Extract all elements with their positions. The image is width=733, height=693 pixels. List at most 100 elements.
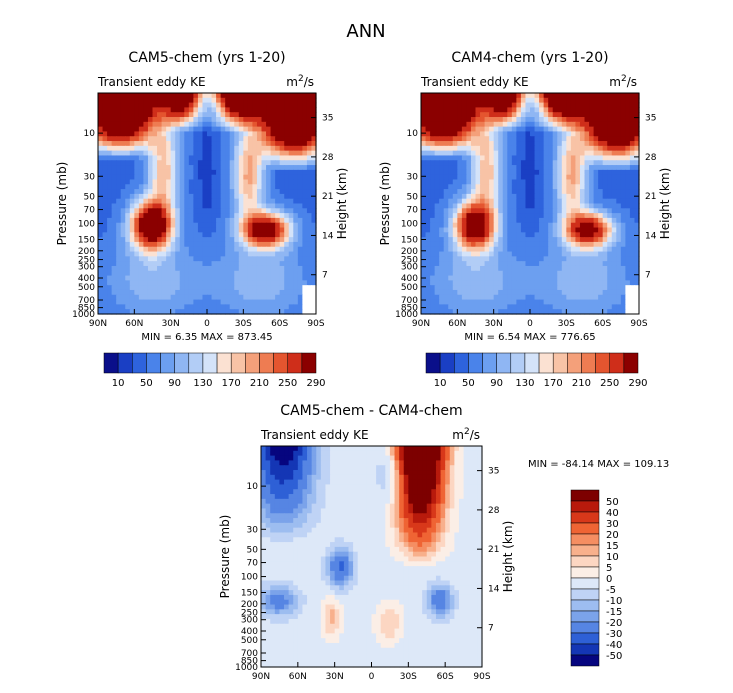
heatmap-cell [166, 121, 172, 128]
heatmap-cell [306, 179, 313, 185]
heatmap-cell [125, 304, 131, 310]
heatmap-cell [448, 169, 454, 176]
heatmap-cell [557, 237, 563, 243]
heatmap-cell [616, 299, 622, 305]
heatmap-cell [530, 251, 536, 257]
heatmap-cell [552, 150, 558, 157]
heatmap-cell [170, 203, 176, 209]
heatmap-cell [422, 460, 428, 466]
heatmap-cell [611, 165, 617, 171]
heatmap-cell [380, 470, 386, 476]
heatmap-cell [220, 189, 226, 195]
heatmap-cell [270, 470, 276, 476]
y-tick-label: 100 [401, 220, 418, 230]
heatmap-cell [598, 203, 604, 209]
heatmap-cell [425, 241, 431, 248]
heatmap-cell [389, 484, 396, 490]
heatmap-cell [265, 455, 271, 462]
heatmap-cell [480, 107, 486, 113]
heatmap-cell [602, 265, 608, 272]
heatmap-cell [284, 474, 290, 481]
heatmap-cell [138, 237, 145, 243]
heatmap-cell [421, 165, 427, 171]
heatmap-cell [362, 474, 368, 481]
heatmap-cell [220, 102, 226, 109]
heatmap-cell [207, 179, 213, 185]
heatmap-cell [302, 117, 308, 123]
heatmap-cell [461, 112, 468, 118]
heatmap-cell [466, 155, 472, 161]
heatmap-cell [293, 93, 299, 99]
heatmap-cell [188, 160, 194, 166]
heatmap-cell [193, 141, 199, 147]
heatmap-cell [275, 213, 281, 219]
heatmap-cell [107, 193, 113, 200]
heatmap-cell [274, 455, 281, 462]
heatmap-cell [161, 232, 167, 238]
heatmap-cell [566, 299, 572, 305]
heatmap-cell [543, 309, 549, 315]
heatmap-cell [557, 126, 563, 133]
heatmap-cell [620, 275, 626, 281]
heatmap-cell [266, 299, 272, 305]
heatmap-cell [256, 280, 263, 286]
heatmap-cell [120, 213, 126, 219]
heatmap-cell [589, 131, 595, 137]
heatmap-cell [570, 141, 577, 147]
heatmap-cell [143, 179, 149, 185]
heatmap-cell [489, 126, 495, 133]
heatmap-cell [445, 446, 451, 452]
heatmap-cell [147, 265, 154, 272]
heatmap-cell [107, 237, 113, 243]
heatmap-cell [539, 309, 545, 315]
heatmap-cell [161, 189, 167, 195]
heatmap-cell [325, 465, 331, 471]
heatmap-cell [616, 285, 622, 291]
heatmap-cell [511, 217, 517, 224]
heatmap-cell [543, 121, 549, 128]
heatmap-cell [457, 280, 463, 286]
heatmap-cell [575, 93, 581, 99]
heatmap-cell [120, 256, 126, 262]
heatmap-cell [426, 470, 432, 476]
heatmap-cell [343, 479, 350, 486]
heatmap-cell [493, 213, 499, 219]
heatmap-cell [157, 189, 163, 195]
heatmap-cell [557, 145, 563, 152]
heatmap-cell [448, 232, 454, 238]
heatmap-cell [188, 227, 194, 233]
heatmap-cell [157, 193, 163, 200]
heatmap-cell [111, 117, 117, 123]
heatmap-cell [256, 198, 263, 205]
y-tick-label: 50 [407, 192, 419, 202]
heatmap-cell [311, 198, 317, 205]
heatmap-cell [297, 193, 303, 200]
heatmap-cell [625, 112, 631, 118]
heatmap-cell [539, 145, 545, 152]
height-tick-label: 28 [645, 153, 657, 163]
heatmap-cell [193, 265, 199, 272]
heatmap-cell [220, 131, 226, 137]
heatmap-cell [507, 198, 513, 205]
heatmap-cell [457, 160, 463, 166]
heatmap-cell [593, 261, 599, 267]
heatmap-cell [111, 232, 117, 238]
heatmap-cell [470, 237, 477, 243]
heatmap-cell [534, 222, 540, 229]
heatmap-cell [288, 165, 294, 171]
heatmap-cell [256, 193, 263, 200]
heatmap-cell [297, 294, 303, 301]
heatmap-cell [266, 285, 272, 291]
heatmap-cell [607, 102, 613, 109]
heatmap-cell [525, 232, 531, 238]
heatmap-cell [179, 203, 185, 209]
heatmap-cell [293, 107, 299, 113]
heatmap-cell [616, 117, 622, 123]
heatmap-cell [561, 126, 567, 133]
heatmap-cell [452, 145, 458, 152]
heatmap-cell [238, 165, 244, 171]
heatmap-cell [425, 160, 431, 166]
x-tick-label: 0 [204, 319, 210, 329]
heatmap-cell [530, 189, 536, 195]
heatmap-cell [570, 241, 577, 248]
